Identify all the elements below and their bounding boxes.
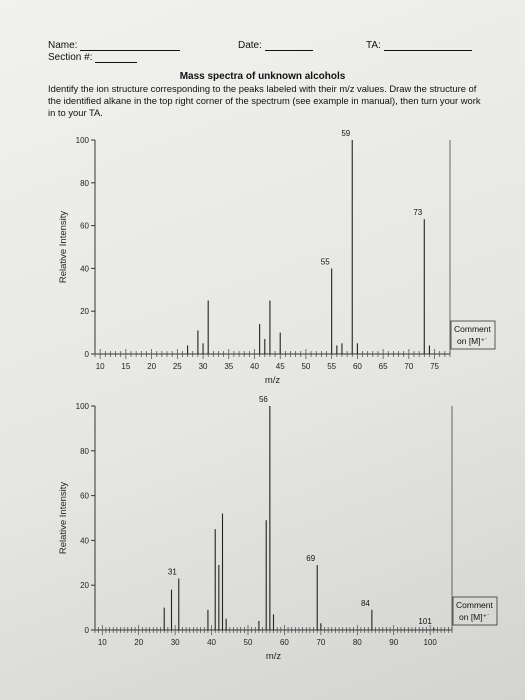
x-tick-label: 10 <box>96 362 105 371</box>
y-tick-label: 40 <box>80 264 89 273</box>
section-field[interactable]: Section #: <box>48 52 138 63</box>
x-tick-label: 20 <box>134 638 143 647</box>
x-tick-label: 80 <box>353 638 362 647</box>
x-axis-title: m/z <box>265 375 281 386</box>
x-tick-label: 55 <box>327 362 336 371</box>
x-tick-label: 40 <box>207 638 216 647</box>
x-tick-label: 70 <box>316 638 325 647</box>
comment-label-line1: Comment <box>454 324 491 334</box>
y-tick-label: 0 <box>85 350 90 359</box>
x-tick-label: 10 <box>98 638 107 647</box>
peak-label: 56 <box>259 395 268 404</box>
y-tick-label: 60 <box>80 492 89 501</box>
x-tick-label: 70 <box>404 362 413 371</box>
date-label: Date: <box>238 40 262 51</box>
peak-label: 55 <box>321 257 330 266</box>
y-tick-label: 80 <box>80 179 89 188</box>
peak-label: 73 <box>413 208 422 217</box>
peak-label: 31 <box>168 567 177 576</box>
x-tick-label: 45 <box>276 362 285 371</box>
y-tick-label: 60 <box>80 222 89 231</box>
comment-label-line2: on [M]⁺˙ <box>459 612 490 622</box>
ta-blank[interactable] <box>383 41 472 51</box>
y-tick-label: 40 <box>80 536 89 545</box>
x-tick-label: 30 <box>199 362 208 371</box>
ta-label: TA: <box>366 40 381 51</box>
x-tick-label: 25 <box>173 362 182 371</box>
y-axis-title: Relative Intensity <box>58 211 69 284</box>
x-tick-label: 60 <box>353 362 362 371</box>
x-axis-title: m/z <box>266 651 282 662</box>
name-label: Name: <box>48 40 78 51</box>
y-tick-label: 80 <box>80 447 89 456</box>
x-tick-label: 20 <box>147 362 156 371</box>
x-tick-label: 30 <box>171 638 180 647</box>
comment-label-line2: on [M]⁺˙ <box>457 336 488 346</box>
x-tick-label: 65 <box>379 362 388 371</box>
worksheet-title: Mass spectra of unknown alcohols <box>179 71 346 82</box>
x-tick-label: 100 <box>423 638 437 647</box>
peak-label: 84 <box>361 599 370 608</box>
x-tick-label: 50 <box>301 362 310 371</box>
peak-label: 59 <box>341 129 350 138</box>
y-axis-title: Relative Intensity <box>58 482 69 555</box>
x-tick-label: 75 <box>430 362 439 371</box>
x-tick-label: 40 <box>250 362 259 371</box>
instructions-text: Identify the ion structure corresponding… <box>48 83 481 118</box>
y-tick-label: 20 <box>80 307 89 316</box>
x-tick-label: 60 <box>280 638 289 647</box>
y-tick-label: 100 <box>76 402 90 411</box>
x-tick-label: 15 <box>121 362 130 371</box>
name-blank[interactable] <box>80 41 181 51</box>
y-tick-label: 0 <box>85 626 90 635</box>
name-field[interactable]: Name: <box>48 40 181 51</box>
date-blank[interactable] <box>264 41 313 51</box>
ta-field[interactable]: TA: <box>366 40 472 51</box>
comment-box <box>450 320 496 350</box>
comment-label-line1: Comment <box>456 600 493 610</box>
y-tick-label: 20 <box>80 581 89 590</box>
date-field[interactable]: Date: <box>238 40 313 51</box>
y-tick-label: 100 <box>76 136 90 145</box>
section-blank[interactable] <box>95 53 138 63</box>
peak-label: 101 <box>418 617 432 626</box>
x-tick-label: 50 <box>244 638 253 647</box>
section-label: Section #: <box>48 52 93 63</box>
comment-box <box>452 596 498 626</box>
x-tick-label: 90 <box>389 638 398 647</box>
x-tick-label: 35 <box>224 362 233 371</box>
peak-label: 69 <box>306 554 315 563</box>
